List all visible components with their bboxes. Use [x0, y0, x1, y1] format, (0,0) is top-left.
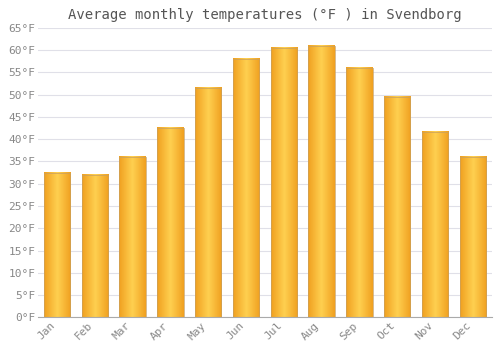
Bar — [157, 128, 184, 317]
Bar — [384, 97, 410, 317]
Bar — [120, 157, 146, 317]
Title: Average monthly temperatures (°F ) in Svendborg: Average monthly temperatures (°F ) in Sv… — [68, 8, 462, 22]
Bar — [460, 157, 486, 317]
Bar — [308, 46, 335, 317]
Bar — [270, 48, 297, 317]
Bar — [82, 175, 108, 317]
Bar — [44, 173, 70, 317]
Bar — [346, 68, 372, 317]
Bar — [233, 59, 259, 317]
Bar — [422, 132, 448, 317]
Bar — [195, 88, 222, 317]
